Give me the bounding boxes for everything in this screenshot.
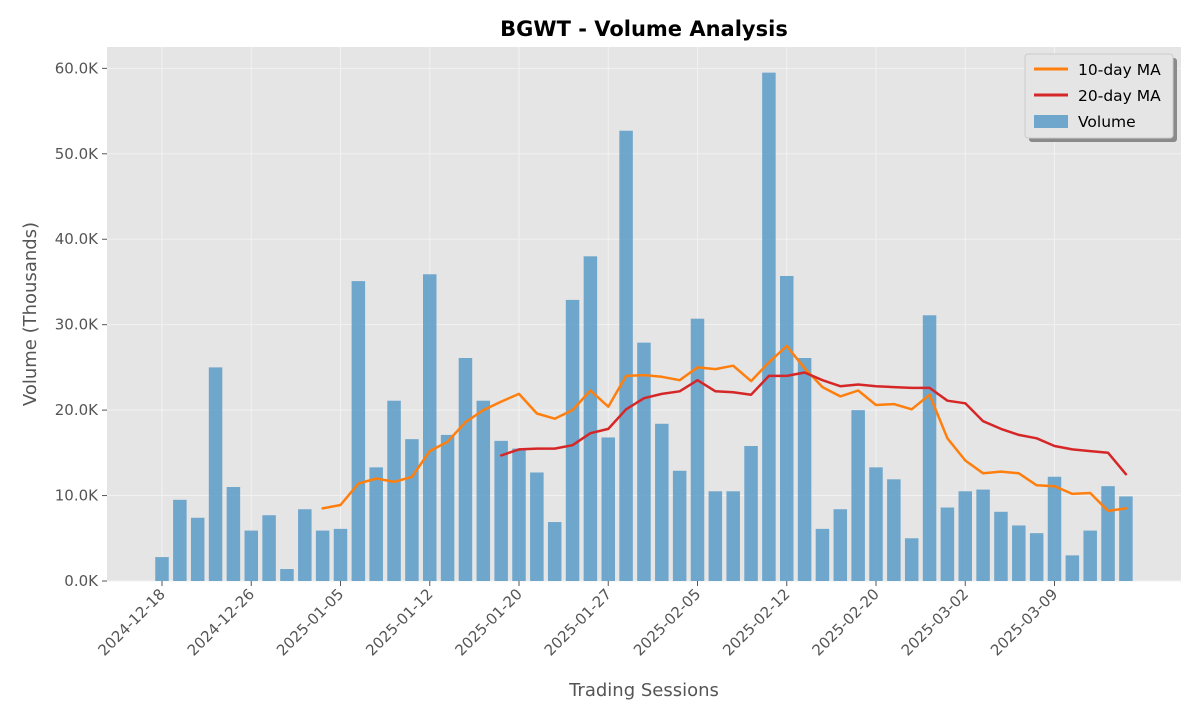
volume-bar bbox=[1101, 486, 1115, 581]
x-tick-label: 2025-03-02 bbox=[898, 585, 972, 659]
volume-bars bbox=[155, 72, 1133, 581]
volume-bar bbox=[1083, 530, 1097, 581]
volume-bar bbox=[423, 274, 437, 581]
volume-bar bbox=[190, 517, 205, 581]
y-tick-label: 10.0K bbox=[55, 487, 99, 505]
y-tick-label: 20.0K bbox=[55, 401, 99, 419]
volume-bar bbox=[744, 446, 758, 581]
volume-bar bbox=[958, 491, 972, 581]
legend-label-volume: Volume bbox=[1078, 113, 1136, 131]
volume-bar bbox=[494, 440, 508, 581]
legend-label-ma10: 10-day MA bbox=[1078, 61, 1161, 79]
x-tick-label: 2025-02-20 bbox=[808, 585, 882, 659]
volume-bar bbox=[1012, 525, 1026, 581]
volume-bar bbox=[458, 358, 473, 581]
x-tick-label: 2025-01-20 bbox=[451, 585, 525, 659]
ma20-line bbox=[499, 371, 1128, 476]
y-tick-label: 30.0K bbox=[55, 316, 99, 334]
volume-bar bbox=[833, 509, 848, 581]
volume-bar bbox=[780, 275, 794, 581]
y-axis: 0.0K 10.0K 20.0K 30.0K 40.0K 50.0K 60.0K bbox=[55, 59, 107, 590]
volume-bar bbox=[583, 256, 598, 581]
x-tick-label: 2024-12-18 bbox=[94, 585, 168, 659]
volume-bar bbox=[887, 479, 901, 581]
y-axis-title: Volume (Thousands) bbox=[20, 222, 41, 406]
volume-bar bbox=[369, 467, 383, 581]
volume-bar bbox=[708, 491, 723, 581]
volume-bar bbox=[655, 423, 669, 581]
volume-bar bbox=[298, 509, 312, 581]
x-tick-label: 2025-03-09 bbox=[987, 585, 1061, 659]
y-tick-label: 60.0K bbox=[55, 59, 99, 77]
volume-bar bbox=[280, 569, 294, 581]
volume-bar bbox=[994, 511, 1008, 581]
volume-bar bbox=[405, 439, 419, 581]
volume-bar bbox=[1047, 476, 1062, 581]
volume-bar bbox=[244, 530, 258, 581]
x-axis: 2024-12-18 2024-12-26 2025-01-05 2025-01-12… bbox=[94, 581, 1061, 659]
chart-title: BGWT - Volume Analysis bbox=[500, 17, 788, 41]
volume-bar bbox=[547, 522, 562, 581]
legend-label-ma20: 20-day MA bbox=[1078, 87, 1161, 105]
volume-bar bbox=[940, 507, 955, 581]
volume-bar bbox=[601, 437, 615, 581]
legend-swatch-volume bbox=[1034, 115, 1068, 128]
y-tick-label: 0.0K bbox=[64, 572, 99, 590]
volume-bar bbox=[815, 528, 830, 581]
volume-bar bbox=[173, 499, 187, 581]
volume-bar bbox=[315, 530, 330, 581]
ma10-line bbox=[321, 344, 1128, 513]
x-tick-label: 2025-02-05 bbox=[630, 585, 704, 659]
volume-bar bbox=[851, 410, 865, 581]
volume-bar bbox=[762, 72, 776, 581]
legend: 10-day MA 20-day MA Volume bbox=[1024, 53, 1177, 142]
volume-bar bbox=[387, 400, 401, 581]
volume-bar bbox=[530, 472, 544, 581]
volume-bar bbox=[333, 528, 348, 581]
x-tick-label: 2025-01-05 bbox=[273, 585, 347, 659]
volume-bar bbox=[440, 434, 455, 581]
volume-bar bbox=[672, 470, 687, 581]
y-tick-label: 40.0K bbox=[55, 230, 99, 248]
volume-bar bbox=[1119, 496, 1133, 581]
volume-bar bbox=[637, 342, 651, 581]
volume-bar bbox=[690, 318, 705, 581]
volume-bar bbox=[262, 515, 276, 581]
volume-bar bbox=[797, 358, 812, 581]
volume-bar bbox=[155, 557, 169, 581]
x-tick-label: 2025-02-12 bbox=[719, 585, 793, 659]
volume-bar bbox=[565, 299, 580, 581]
volume-bar bbox=[208, 367, 223, 581]
volume-bar bbox=[904, 538, 919, 581]
volume-bar bbox=[476, 400, 491, 581]
volume-bar bbox=[1029, 533, 1044, 581]
volume-bar bbox=[869, 467, 883, 581]
x-axis-title: Trading Sessions bbox=[568, 680, 719, 701]
y-tick-label: 50.0K bbox=[55, 145, 99, 163]
moving-average-lines bbox=[321, 344, 1128, 513]
x-tick-label: 2024-12-26 bbox=[184, 585, 258, 659]
volume-bar bbox=[1065, 555, 1080, 581]
x-tick-label: 2025-01-12 bbox=[362, 585, 436, 659]
volume-bar bbox=[976, 489, 990, 581]
volume-bar bbox=[351, 281, 366, 581]
volume-bar bbox=[226, 487, 241, 581]
x-tick-label: 2025-01-27 bbox=[541, 585, 615, 659]
volume-bar bbox=[619, 130, 633, 581]
volume-bar bbox=[922, 315, 937, 581]
volume-bar bbox=[726, 491, 740, 581]
volume-bar bbox=[512, 448, 526, 581]
